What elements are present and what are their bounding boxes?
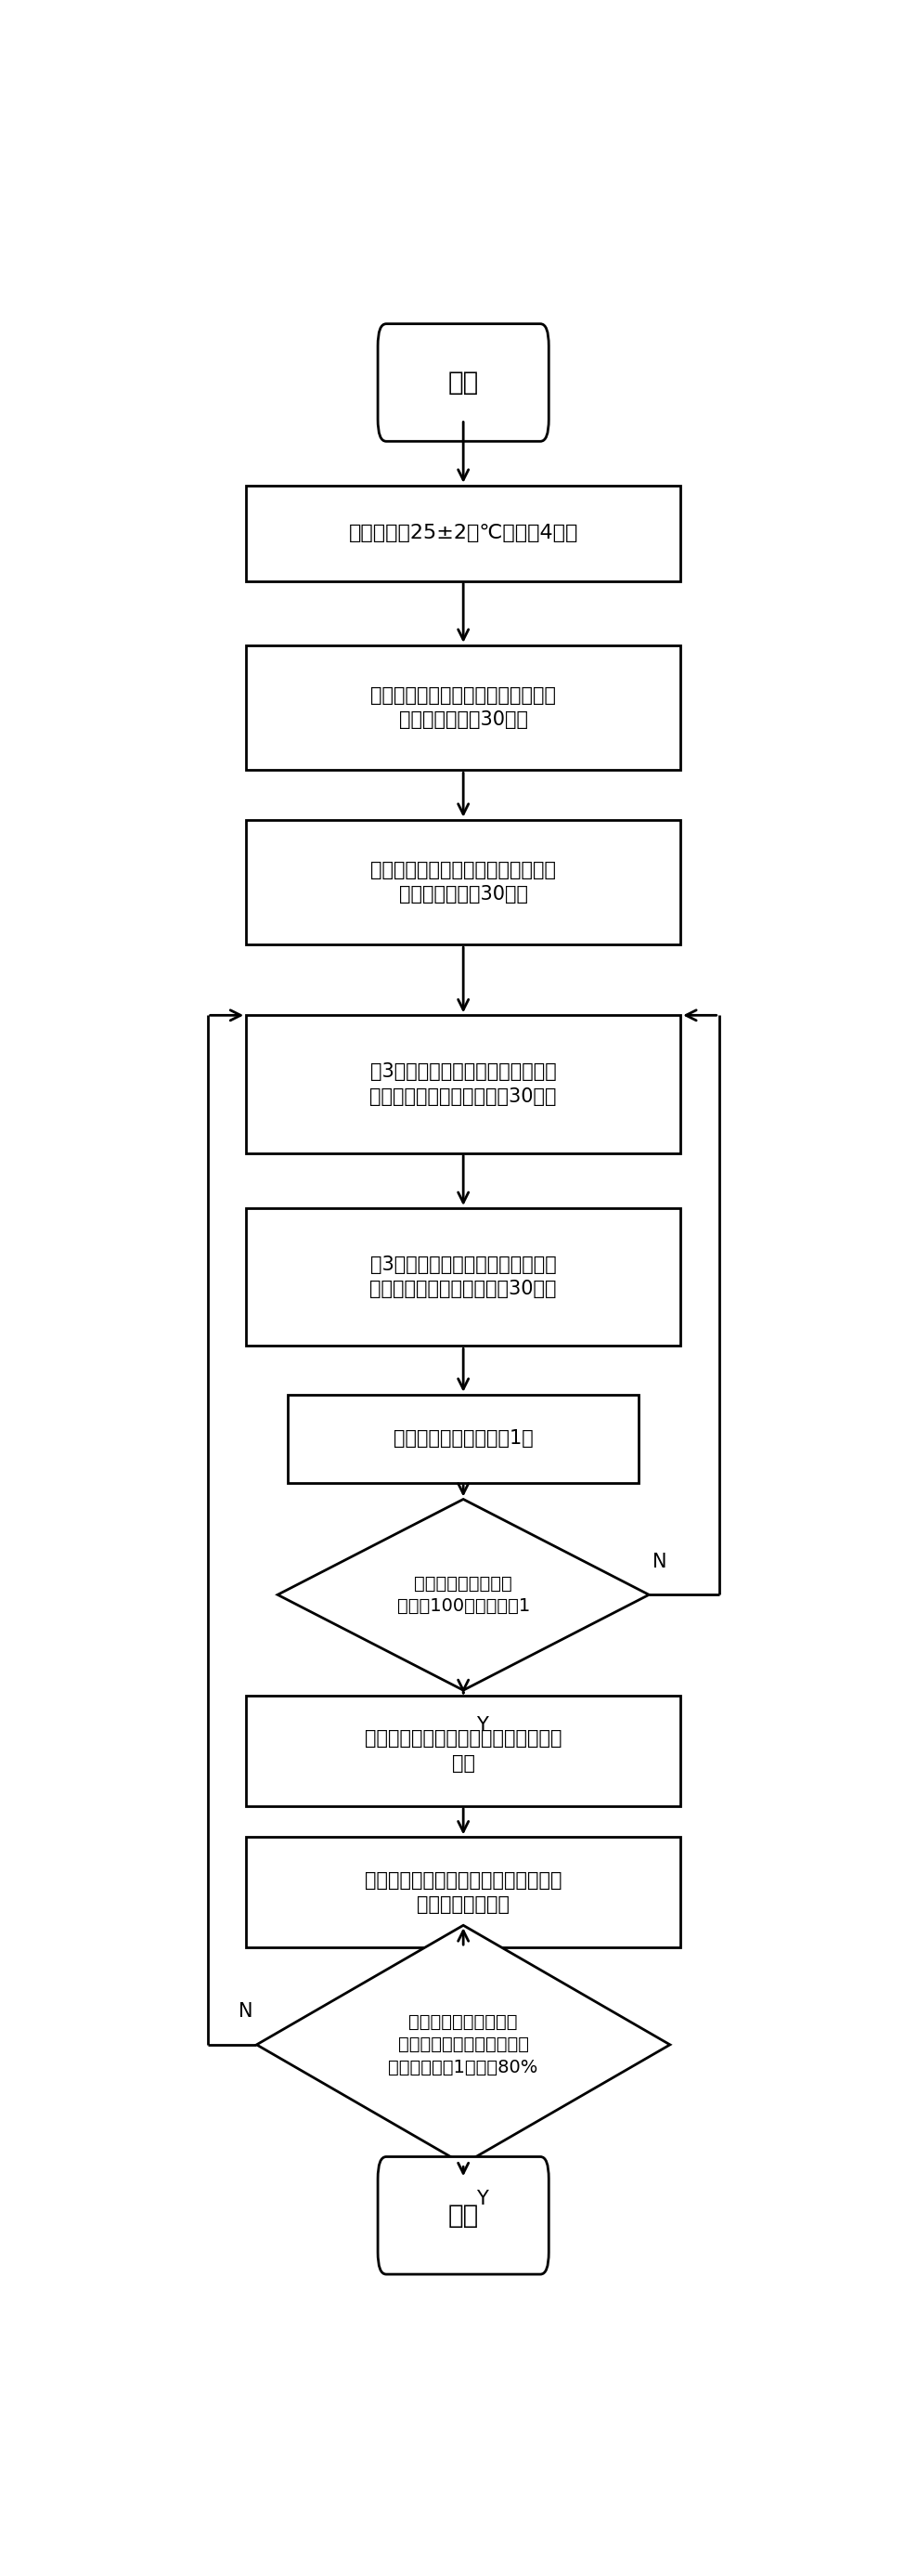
Text: 计录该次循环结束时的充电能量、放电
能量: 计录该次循环结束时的充电能量、放电 能量 [364, 1728, 562, 1772]
Text: 以额定功率恒功率放电至电池的放电
终止电压，静置30分钟: 以额定功率恒功率放电至电池的放电 终止电压，静置30分钟 [371, 860, 556, 904]
FancyBboxPatch shape [378, 2156, 549, 2275]
Bar [246, 1015, 681, 1154]
Text: Y: Y [476, 1716, 488, 1734]
FancyBboxPatch shape [378, 325, 549, 440]
Bar [246, 819, 681, 945]
Bar [288, 1394, 638, 1484]
Text: 判断充放电循环次数
是否为100的整数倍或1: 判断充放电循环次数 是否为100的整数倍或1 [397, 1574, 530, 1615]
Bar [246, 484, 681, 582]
Bar [246, 1695, 681, 1806]
Text: 结束: 结束 [447, 2202, 479, 2228]
Text: 记录充放电循环次数加1次: 记录充放电循环次数加1次 [393, 1430, 533, 1448]
Text: 计算该次循环结束时的充电能量保持率
及放电能量保持率: 计算该次循环结束时的充电能量保持率 及放电能量保持率 [364, 1870, 562, 1914]
Text: 以3倍的额定功率恒功率充电至电池
单体的充电终止电压，静置30分钟: 以3倍的额定功率恒功率充电至电池 单体的充电终止电压，静置30分钟 [370, 1064, 557, 1105]
Bar [246, 1837, 681, 1947]
Text: 判断该次循环结束时的
充电能量保持率及放电能量
保持率是否有1项小于80%: 判断该次循环结束时的 充电能量保持率及放电能量 保持率是否有1项小于80% [389, 2014, 538, 2076]
Polygon shape [257, 1924, 670, 2164]
Text: N: N [239, 2002, 253, 2020]
Polygon shape [278, 1499, 649, 1690]
Text: 以额定功率恒功率充电至电池的充电
终止电压，静置30分钟: 以额定功率恒功率充电至电池的充电 终止电压，静置30分钟 [371, 685, 556, 729]
Text: 开始: 开始 [447, 368, 479, 397]
Text: 以3倍的额定功率恒功率放电至电池
单体的放电终止电压，静置30分钟: 以3倍的额定功率恒功率放电至电池 单体的放电终止电压，静置30分钟 [370, 1255, 557, 1298]
Text: Y: Y [476, 2190, 488, 2208]
Text: 将电池在（25±2）℃下搁置4小时: 将电池在（25±2）℃下搁置4小时 [349, 523, 578, 544]
Bar [246, 1208, 681, 1345]
Bar [246, 644, 681, 770]
Text: N: N [653, 1553, 667, 1571]
